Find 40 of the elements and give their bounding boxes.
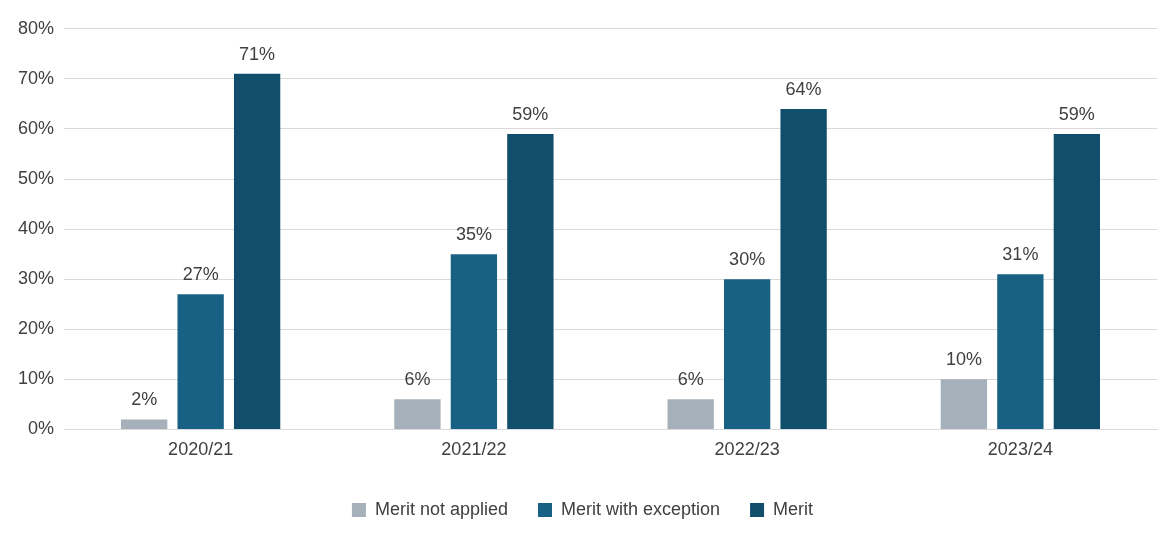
legend-label: Merit not applied	[374, 498, 509, 519]
bar	[507, 133, 554, 429]
bar	[177, 294, 224, 429]
x-tick-label: 2021/22	[441, 439, 507, 460]
data-label: 71%	[239, 43, 276, 64]
y-tick-label: 80%	[18, 17, 55, 38]
x-tick-label: 2022/23	[714, 439, 780, 460]
data-label: 64%	[785, 78, 822, 99]
data-label: 10%	[945, 349, 982, 370]
y-tick-label: 40%	[18, 218, 55, 239]
legend-label: Merit with exception	[561, 498, 721, 519]
bar	[667, 399, 714, 429]
bar	[1053, 133, 1100, 429]
data-label: 6%	[404, 369, 431, 390]
bar	[121, 419, 168, 429]
x-tick-label: 2023/24	[987, 439, 1053, 460]
y-tick-label: 60%	[18, 117, 55, 138]
data-label: 2%	[131, 389, 158, 410]
data-label: 30%	[729, 249, 766, 270]
bar	[940, 379, 988, 429]
y-tick-label: 20%	[18, 318, 55, 339]
y-tick-label: 10%	[18, 368, 55, 389]
x-tick-label: 2020/21	[168, 439, 234, 460]
y-tick-label: 30%	[18, 268, 55, 289]
y-tick-label: 70%	[18, 67, 55, 88]
y-tick-label: 0%	[28, 418, 55, 439]
data-label: 59%	[512, 103, 549, 124]
data-label: 27%	[182, 264, 219, 285]
data-label: 59%	[1058, 103, 1095, 124]
bar	[394, 399, 441, 429]
bar	[997, 274, 1044, 429]
bar	[233, 73, 281, 429]
bar	[780, 108, 827, 429]
bar	[450, 254, 498, 429]
legend-label: Merit	[773, 498, 814, 519]
y-tick-label: 50%	[18, 167, 55, 188]
bar	[723, 279, 771, 429]
data-label: 35%	[455, 224, 492, 245]
data-label: 6%	[677, 369, 704, 390]
data-label: 31%	[1002, 244, 1039, 265]
